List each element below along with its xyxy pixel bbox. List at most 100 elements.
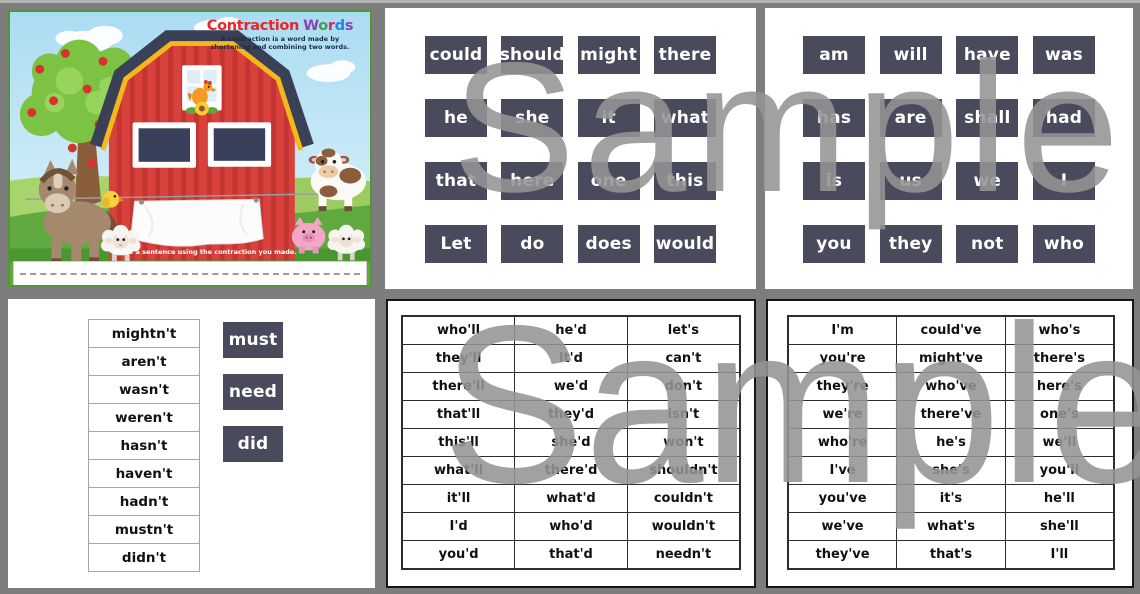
contraction-table-row: I'm could've who's (787, 315, 1115, 345)
dashed-writing-line (20, 273, 360, 275)
title-word-words: Words (303, 18, 353, 34)
contraction-cell: there've (896, 400, 1006, 429)
contraction-cell: there's (1004, 344, 1115, 373)
contraction-cell: it'll (401, 484, 516, 513)
contraction-cell: you've (787, 484, 898, 513)
word-tile: one (577, 162, 640, 200)
contraction-cell: they're (787, 372, 898, 401)
contraction-cell: shouldn't (626, 456, 741, 485)
word-tile: she (501, 99, 564, 137)
contraction-cell: might've (896, 344, 1006, 373)
contraction-table-row: it'll what'd couldn't (401, 484, 741, 513)
contraction-table-2: I'm could've who's you're might've there's the… (787, 315, 1115, 570)
word-tile: I (1032, 162, 1095, 200)
word-tile: is (803, 162, 865, 200)
sunflower-icon (186, 101, 218, 116)
writing-line-box (13, 261, 367, 285)
contraction-cell: what'll (401, 456, 516, 485)
word-tile: must (223, 322, 283, 358)
chick-illustration (101, 190, 124, 208)
contraction-cell: I'd (401, 512, 516, 541)
contraction-table-row: I've she's you'll (787, 456, 1115, 485)
title-letter: s (344, 18, 354, 34)
contraction-cell: it'd (514, 344, 628, 373)
subtitle-line-1: A contraction is a word made by (220, 35, 340, 43)
word-tile: did (223, 426, 283, 462)
word-tile: Let (425, 225, 487, 263)
contraction-cell: who's (1004, 315, 1115, 345)
sheep-illustration-left (100, 224, 141, 263)
word-tile: us (879, 162, 942, 200)
word-tile: shall (956, 99, 1019, 137)
contraction-table-row: they've that's I'll (787, 540, 1115, 570)
word-tile-row: Let do does would (425, 225, 716, 263)
word-tile-row: is us we I (803, 162, 1095, 200)
contraction-cell: he'll (1004, 484, 1115, 513)
contraction-cell: can't (626, 344, 741, 373)
contraction-cell: I've (787, 456, 898, 485)
contraction-table-row: I'd who'd wouldn't (401, 512, 741, 541)
contraction-strip: mustn't (88, 515, 200, 544)
cover-page: Contraction Words A contraction is a word… (8, 10, 372, 287)
contraction-cell: what's (896, 512, 1006, 541)
contraction-table-1: who'll he'd let's they'll it'd can't there'll w… (401, 315, 741, 570)
cover-instruction-text: Write a sentence using the contraction y… (113, 248, 297, 256)
contraction-cell: what'd (514, 484, 628, 513)
contraction-cell: they'd (514, 400, 628, 429)
word-tile: might (577, 36, 640, 74)
word-tiles-page-1: could should might there he she it what that here… (385, 8, 756, 289)
contraction-cell: that'll (401, 400, 516, 429)
contraction-cell: she'll (1004, 512, 1115, 541)
contraction-cell: it's (896, 484, 1006, 513)
horse-illustration (38, 158, 118, 265)
word-tile-row: he she it what (425, 99, 716, 137)
word-tile: am (803, 36, 865, 74)
word-tile: not (956, 225, 1019, 263)
contraction-cell: you'll (1004, 456, 1115, 485)
contraction-table-row: we've what's she'll (787, 512, 1115, 541)
word-tile-row: that here one this (425, 162, 716, 200)
contraction-cell: needn't (626, 540, 741, 570)
word-tile: this (653, 162, 716, 200)
contraction-cell: we'll (1004, 428, 1115, 457)
contraction-table-row: they're who've here's (787, 372, 1115, 401)
word-tile: what (653, 99, 716, 137)
word-tile: have (956, 36, 1019, 74)
pig-illustration (291, 216, 326, 254)
contraction-cell: you'd (401, 540, 516, 570)
contraction-cell: let's (626, 315, 741, 345)
word-tile: should (500, 36, 565, 74)
word-tile: you (803, 225, 865, 263)
cow-illustration (308, 148, 367, 212)
word-tile: does (577, 225, 640, 263)
contraction-cell: they've (787, 540, 898, 570)
word-tile: here (501, 162, 564, 200)
word-tile: they (879, 225, 942, 263)
contraction-cell: wouldn't (626, 512, 741, 541)
matching-page: mightn't aren't wasn't weren't hasn't haven't… (8, 299, 375, 588)
contraction-table-row: you're might've there's (787, 344, 1115, 373)
title-letter: d (334, 18, 345, 34)
contraction-cell: we'd (514, 372, 628, 401)
contraction-cell: one's (1004, 400, 1115, 429)
title-letter: W (303, 18, 319, 34)
word-tile: could (425, 36, 487, 74)
word-tile: that (425, 162, 487, 200)
farm-scene-illustration (10, 12, 370, 285)
contraction-cell: won't (626, 428, 741, 457)
contraction-cell: who'd (514, 512, 628, 541)
contraction-cell: there'll (401, 372, 516, 401)
contraction-cell: she'd (514, 428, 628, 457)
word-tile: who (1032, 225, 1095, 263)
contraction-strip: weren't (88, 403, 200, 432)
contraction-cell: she's (896, 456, 1006, 485)
contraction-table-row: we're there've one's (787, 400, 1115, 429)
contraction-cell: don't (626, 372, 741, 401)
contraction-cell: we're (787, 400, 898, 429)
contraction-cell: you're (787, 344, 898, 373)
word-tile-row: you they not who (803, 225, 1095, 263)
word-tile: had (1032, 99, 1095, 137)
contraction-cell: I'm (787, 315, 898, 345)
